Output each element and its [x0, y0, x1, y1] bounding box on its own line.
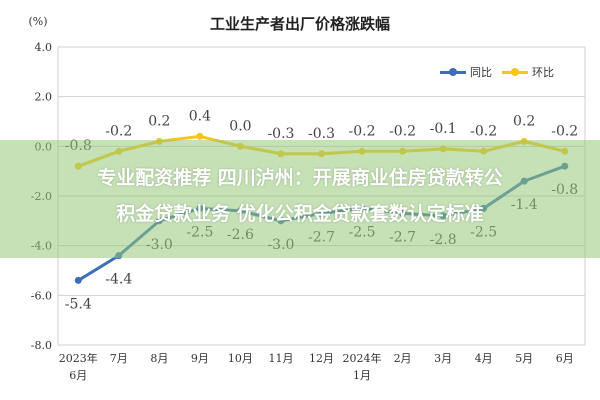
x-tick-label: 6月: [556, 352, 574, 365]
y-tick-label: 4.0: [35, 41, 53, 54]
x-tick-labels: 2023年 6月 7月 8月 9月 10月 11月 12月 2024年 1月 2月 3月 4月 5月 6月: [59, 351, 574, 382]
x-tick-label: 10月: [228, 352, 253, 365]
y-tick-label: -6.0: [31, 289, 52, 302]
data-point-yoy: [74, 276, 82, 284]
data-label-yoy: -5.4: [65, 296, 92, 312]
data-label-mom: -0.2: [105, 123, 132, 139]
overlay-banner[interactable]: [0, 140, 600, 258]
data-label-mom: 0.2: [513, 113, 535, 129]
data-label-mom: -0.2: [349, 123, 376, 139]
data-label-mom: 0.2: [148, 113, 170, 129]
data-label-mom: -0.2: [389, 123, 416, 139]
y-axis-unit-label: (%): [28, 15, 47, 28]
data-label-yoy: -4.4: [105, 272, 132, 288]
x-tick-label: 4月: [475, 352, 493, 365]
legend-label-yoy: 同比: [470, 66, 492, 79]
x-tick-label: 12月: [309, 352, 334, 365]
x-tick-label: 9月: [191, 352, 209, 365]
legend-label-mom: 环比: [532, 66, 554, 79]
legend-swatch-yoy: [440, 66, 466, 78]
data-label-mom: -0.2: [551, 123, 578, 139]
data-point-mom: [196, 132, 204, 140]
x-tick-label: 2023年: [59, 351, 98, 365]
legend-item-mom: 环比: [502, 64, 554, 80]
y-tick-label: -8.0: [31, 339, 52, 352]
y-tick-label: 2.0: [35, 91, 53, 104]
data-label-mom: -0.3: [267, 126, 294, 142]
legend-swatch-mom: [502, 66, 528, 78]
x-tick-label: 3月: [434, 352, 452, 365]
x-tick-label: 2024年: [343, 351, 382, 365]
data-label-mom: 0.4: [189, 108, 211, 124]
legend: 同比 环比: [440, 63, 554, 81]
overlay-headline[interactable]: 专业配资推荐 四川泸州：开展商业住房贷款转公 积金贷款业务 优化公积金贷款套数认…: [0, 160, 600, 232]
legend-item-yoy: 同比: [440, 64, 492, 80]
data-label-mom: -0.1: [430, 121, 457, 137]
x-tick-label: 7月: [110, 352, 128, 365]
x-tick-label: 2月: [394, 352, 412, 365]
x-tick-label: 8月: [150, 352, 168, 365]
chart-title: 工业生产者出厂价格涨跌幅: [210, 15, 390, 33]
data-label-mom: -0.2: [470, 123, 497, 139]
headline-line-1: 专业配资推荐 四川泸州：开展商业住房贷款转公: [97, 167, 503, 189]
x-tick-label: 5月: [515, 352, 533, 365]
data-label-mom: 0.0: [229, 118, 251, 134]
x-tick-label: 11月: [268, 352, 293, 365]
data-label-mom: -0.3: [308, 126, 335, 142]
x-tick-label: 6月: [69, 369, 87, 382]
headline-line-2: 积金贷款业务 优化公积金贷款套数认定标准: [116, 203, 484, 225]
x-tick-label: 1月: [353, 369, 371, 382]
